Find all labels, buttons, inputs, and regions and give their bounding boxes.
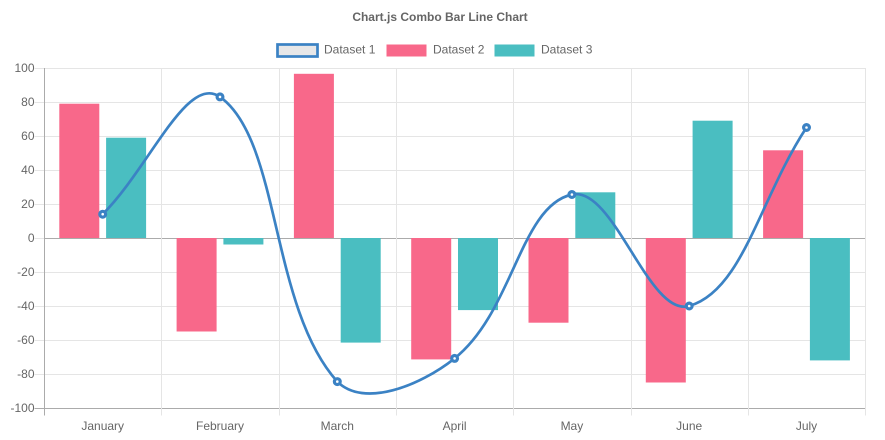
svg-text:February: February xyxy=(196,419,244,433)
svg-text:Dataset 2: Dataset 2 xyxy=(433,43,485,57)
svg-text:Chart.js Combo Bar Line Chart: Chart.js Combo Bar Line Chart xyxy=(352,10,527,24)
svg-text:80: 80 xyxy=(21,95,35,109)
svg-text:July: July xyxy=(796,419,817,433)
svg-text:-20: -20 xyxy=(17,265,35,279)
svg-text:January: January xyxy=(81,419,124,433)
svg-text:-40: -40 xyxy=(17,299,35,313)
svg-text:60: 60 xyxy=(21,129,35,143)
svg-text:March: March xyxy=(321,419,354,433)
svg-text:-80: -80 xyxy=(17,367,35,381)
svg-text:-60: -60 xyxy=(17,333,35,347)
svg-text:0: 0 xyxy=(28,231,35,245)
svg-text:Dataset 3: Dataset 3 xyxy=(541,43,593,57)
svg-text:April: April xyxy=(443,419,467,433)
svg-text:June: June xyxy=(676,419,702,433)
svg-text:Dataset 1: Dataset 1 xyxy=(324,43,376,57)
svg-text:-100: -100 xyxy=(10,401,34,415)
svg-text:May: May xyxy=(561,419,584,433)
svg-text:100: 100 xyxy=(14,61,34,75)
svg-text:20: 20 xyxy=(21,197,35,211)
svg-text:40: 40 xyxy=(21,163,35,177)
